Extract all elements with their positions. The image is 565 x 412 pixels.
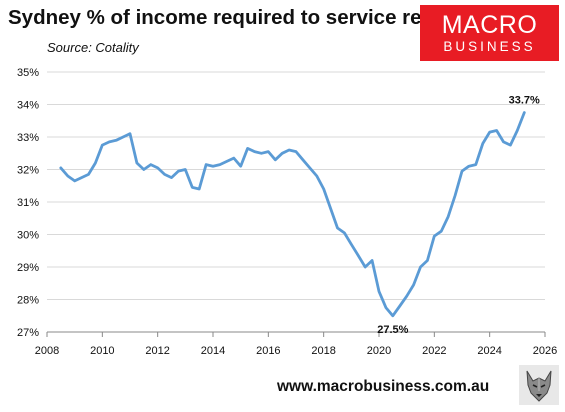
x-tick-label: 2008 [35,345,59,357]
y-tick-label: 27% [17,327,39,339]
x-tick-label: 2010 [90,345,114,357]
y-tick-label: 29% [17,262,39,274]
x-tick-label: 2012 [145,345,169,357]
x-tick-label: 2024 [477,345,501,357]
y-tick-label: 34% [17,100,39,112]
y-tick-label: 30% [17,230,39,242]
footer-url[interactable]: www.macrobusiness.com.au [277,378,490,395]
chart-title: Sydney % of income required to service r… [8,6,441,29]
x-tick-label: 2014 [201,345,225,357]
chart-source: Source: Cotality [47,40,139,55]
y-tick-label: 33% [17,132,39,144]
y-tick-label: 35% [17,67,39,79]
series-line [59,111,526,318]
y-tick-label: 31% [17,197,39,209]
x-tick-label: 2016 [256,345,280,357]
annotations: 33.7% 27.5% [377,95,540,336]
axes [46,331,546,337]
tick-labels: 27% 28% 29% 30% 31% 32% 33% 34% 35% 2008 2010 2012 2… [17,67,557,357]
wolf-icon [519,365,559,405]
logo-line-business: BUSINESS [443,39,536,54]
x-tick-label: 2018 [311,345,335,357]
x-tick-label: 2022 [422,345,446,357]
grid-lines [47,71,545,300]
data-label: 27.5% [377,324,408,336]
series-layer [59,111,526,318]
macrobusiness-logo: MACRO BUSINESS [420,5,559,61]
x-tick-label: 2026 [533,345,557,357]
y-tick-label: 28% [17,295,39,307]
x-tick-label: 2020 [367,345,391,357]
y-tick-label: 32% [17,165,39,177]
data-label: 33.7% [509,95,540,107]
logo-line-macro: MACRO [441,11,538,39]
